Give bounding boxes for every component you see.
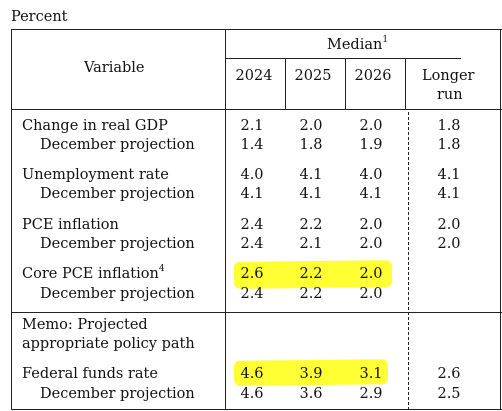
core-dec-2024: 2.4: [240, 286, 264, 302]
row-label-unemployment: Unemployment rate: [22, 167, 169, 183]
row-label-unemployment-dec: December projection: [40, 186, 195, 202]
gdp-dec-longer-run: 1.8: [437, 137, 461, 153]
longer-run-dashed-divider: [408, 112, 409, 410]
variable-col-border: [225, 29, 226, 410]
memo-line-2: appropriate policy path: [22, 336, 195, 352]
pce-dec-2025: 2.1: [299, 236, 323, 252]
year-2025: 2025: [294, 68, 332, 84]
core-2024: 2.6: [240, 266, 264, 282]
pce-dec-longer-run: 2.0: [437, 236, 461, 252]
median-header: Median1: [327, 36, 388, 54]
gdp-2026: 2.0: [359, 118, 383, 134]
pce-2025: 2.2: [299, 217, 323, 233]
header-rule: [11, 109, 502, 110]
variable-header: Variable: [84, 60, 145, 76]
year-2024: 2024: [235, 68, 273, 84]
pce-2024: 2.4: [240, 217, 264, 233]
longer-run-header-2: run: [437, 87, 463, 103]
gdp-2025: 2.0: [299, 118, 323, 134]
left-border: [11, 29, 12, 410]
unemp-dec-2024: 4.1: [240, 186, 264, 202]
row-label-gdp: Change in real GDP: [22, 118, 168, 134]
longer-run-header-1: Longer: [422, 68, 475, 84]
ffr-dec-2024: 4.6: [240, 386, 264, 402]
row-label-core-pce-dec: December projection: [40, 286, 195, 302]
core-pce-text: Core PCE inflation: [22, 266, 159, 282]
unemp-longer-run: 4.1: [437, 167, 461, 183]
row-label-core-pce: Core PCE inflation4: [22, 265, 165, 283]
col-2025-border: [345, 58, 346, 110]
core-pce-footnote: 4: [158, 264, 165, 275]
unemp-dec-2026: 4.1: [359, 186, 383, 202]
right-border: [500, 29, 501, 410]
row-label-gdp-dec: December projection: [40, 137, 195, 153]
unemp-2026: 4.0: [359, 167, 383, 183]
core-2026: 2.0: [359, 266, 383, 282]
year-2026: 2026: [354, 68, 392, 84]
ffr-dec-2025: 3.6: [299, 386, 323, 402]
ffr-dec-longer-run: 2.5: [437, 386, 461, 402]
top-rule: [11, 29, 502, 30]
core-dec-2025: 2.2: [299, 286, 323, 302]
row-label-pce: PCE inflation: [22, 217, 119, 233]
median-rule: [225, 58, 461, 59]
ffr-dec-2026: 2.9: [359, 386, 383, 402]
ffr-2025: 3.9: [299, 366, 323, 382]
col-2026-border: [405, 58, 406, 110]
gdp-dec-2025: 1.8: [299, 137, 323, 153]
memo-line-1: Memo: Projected: [22, 317, 148, 333]
unemp-dec-2025: 4.1: [299, 186, 323, 202]
gdp-longer-run: 1.8: [437, 118, 461, 134]
gdp-2024: 2.1: [240, 118, 264, 134]
row-label-pce-dec: December projection: [40, 236, 195, 252]
pce-dec-2024: 2.4: [240, 236, 264, 252]
core-dec-2026: 2.0: [359, 286, 383, 302]
pce-2026: 2.0: [359, 217, 383, 233]
gdp-dec-2024: 1.4: [240, 137, 264, 153]
median-footnote: 1: [382, 35, 389, 46]
memo-rule: [11, 312, 502, 313]
gdp-dec-2026: 1.9: [359, 137, 383, 153]
ffr-2026: 3.1: [359, 366, 383, 382]
bottom-rule: [11, 409, 502, 410]
row-label-ffr-dec: December projection: [40, 386, 195, 402]
unemp-2024: 4.0: [240, 167, 264, 183]
ffr-longer-run: 2.6: [437, 366, 461, 382]
pce-dec-2026: 2.0: [359, 236, 383, 252]
ffr-2024: 4.6: [240, 366, 264, 382]
unemp-dec-longer-run: 4.1: [437, 186, 461, 202]
col-2024-border: [285, 58, 286, 110]
unit-label: Percent: [11, 9, 68, 25]
row-label-ffr: Federal funds rate: [22, 366, 158, 382]
median-text: Median: [327, 37, 383, 53]
core-2025: 2.2: [299, 266, 323, 282]
unemp-2025: 4.1: [299, 167, 323, 183]
pce-longer-run: 2.0: [437, 217, 461, 233]
